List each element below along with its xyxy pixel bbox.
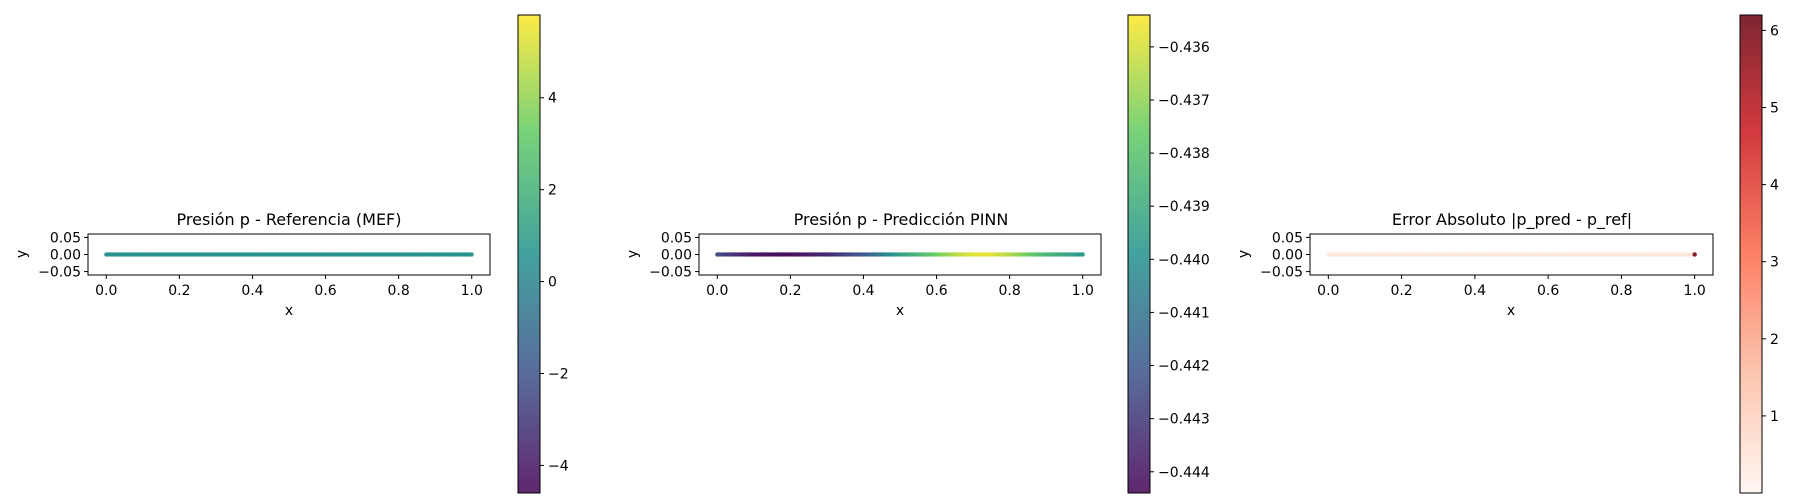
x-tick-label: 0.8 [999,283,1021,299]
colorbar-tick-label: 2 [1770,332,1779,348]
x-tick-label: 0.2 [1390,283,1412,299]
panel-prediction-ylabel: y [625,250,641,258]
y-tick-label: −0.05 [38,265,81,281]
colorbar-tick-label: −0.440 [1158,252,1210,268]
x-tick-label: 0.6 [1537,283,1559,299]
panel-prediction-colorbar-frame [1127,14,1151,494]
colorbar-tick-label: 3 [1770,255,1779,271]
panel-error-xlabel: x [1507,303,1515,319]
x-tick-label: 0.6 [925,283,947,299]
panel-reference-colorbar-frame [517,14,541,494]
panel-prediction-xlabel: x [896,303,904,319]
colorbar-tick-label: −0.443 [1158,412,1210,428]
x-tick-label: 0.8 [388,283,410,299]
panel-reference-xlabel: x [285,303,293,319]
x-tick-label: 0.4 [1464,283,1486,299]
y-tick-label: 0.00 [1272,248,1303,264]
colorbar-tick-label: 0 [548,275,557,291]
panel-error-title: Error Absoluto |p_pred - p_ref| [1392,210,1632,230]
panel-reference-ylabel: y [14,250,30,258]
colorbar-tick-label: −2 [548,367,569,383]
x-tick-label: 1.0 [1684,283,1706,299]
x-tick-label: 1.0 [461,283,483,299]
y-tick-label: −0.05 [649,265,692,281]
x-tick-label: 0.2 [779,283,801,299]
y-tick-label: 0.00 [661,248,692,264]
panel-reference-title: Presión p - Referencia (MEF) [177,210,402,229]
panel-prediction-title: Presión p - Predicción PINN [794,210,1009,229]
x-tick-label: 0.4 [241,283,263,299]
panel-error-colorbar-frame [1739,14,1763,494]
x-tick-label: 0.6 [314,283,336,299]
colorbar-tick-label: −0.437 [1158,93,1210,109]
x-tick-label: 0.0 [1317,283,1339,299]
colorbar-tick-label: 5 [1770,101,1779,117]
x-tick-label: 0.4 [852,283,874,299]
colorbar-tick-label: −0.438 [1158,146,1210,162]
scatter-point [1692,252,1697,257]
y-tick-label: 0.00 [50,248,81,264]
colorbar-tick-label: 2 [548,183,557,199]
panel-prediction-colorbar [1128,15,1150,493]
colorbar-tick-label: −0.439 [1158,199,1210,215]
colorbar-tick-label: 1 [1770,409,1779,425]
y-tick-label: 0.05 [50,230,81,246]
panel-prediction: Presión p - Predicción PINN 0.0 0.2 0.4 0.6… [625,14,1210,494]
x-tick-label: 0.0 [706,283,728,299]
colorbar-tick-label: 4 [1770,178,1779,194]
colorbar-tick-label: 4 [548,91,557,107]
panel-error-colorbar [1740,15,1762,493]
scatter-point [469,252,474,257]
x-tick-label: 0.2 [168,283,190,299]
colorbar-tick-label: −0.436 [1158,40,1210,56]
colorbar-tick-label: −0.444 [1158,465,1210,481]
colorbar-tick-label: −0.442 [1158,359,1210,375]
x-tick-label: 0.8 [1610,283,1632,299]
colorbar-tick-label: −0.441 [1158,305,1210,321]
panel-reference-colorbar [518,15,540,493]
y-tick-label: 0.05 [661,230,692,246]
x-tick-label: 0.0 [95,283,117,299]
panel-error-ylabel: y [1236,250,1252,258]
colorbar-tick-label: −4 [548,458,569,474]
y-tick-label: −0.05 [1260,265,1303,281]
colorbar-tick-label: 6 [1770,23,1779,39]
panel-error: Error Absoluto |p_pred - p_ref| 0.0 0.2 0.… [1236,14,1779,494]
y-tick-label: 0.05 [1272,230,1303,246]
panel-reference: Presión p - Referencia (MEF) 0.0 0.2 0.4 0.… [14,14,569,494]
x-tick-label: 1.0 [1072,283,1094,299]
scatter-point [1080,252,1085,257]
